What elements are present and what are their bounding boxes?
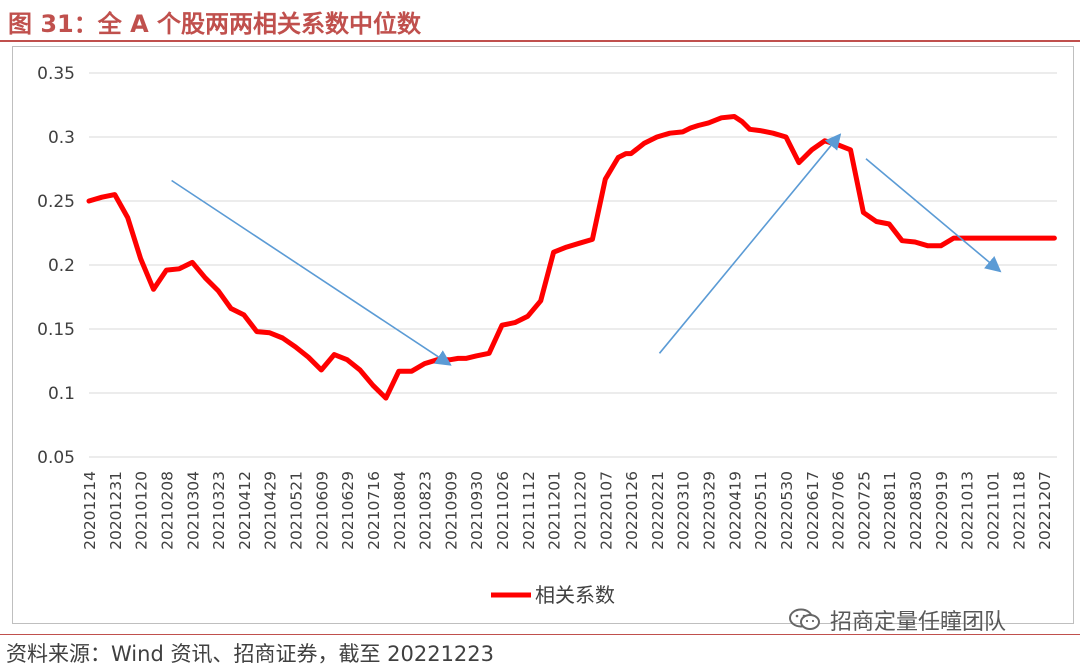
trend-arrow [171,179,452,366]
y-tick-label: 0.1 [48,384,75,404]
x-tick-label: 20210609 [313,471,331,550]
y-tick-label: 0.35 [37,64,75,84]
x-tick-label: 20210909 [442,471,460,550]
x-tick-label: 20210521 [288,471,306,550]
title-divider [0,40,1080,42]
x-tick-label: 20210429 [262,471,280,550]
source-divider [0,634,1080,635]
x-tick-label: 20220126 [623,471,641,550]
x-tick-label: 20210120 [133,471,151,550]
x-tick-label: 20220919 [933,471,951,550]
x-tick-label: 20210412 [236,471,254,550]
x-tick-label: 20210804 [391,471,409,550]
watermark-text: 招商定量任瞳团队 [830,610,1007,635]
x-tick-label: 20210930 [468,471,486,550]
trend-arrow [658,133,842,354]
x-tick-label: 20220329 [701,471,719,550]
figure-title: 图 31：全 A 个股两两相关系数中位数 [8,10,422,38]
wechat-icon [789,608,820,630]
x-tick-label: 20220830 [907,471,925,550]
x-tick-label: 20211112 [520,471,538,550]
x-tick-label: 20211026 [494,471,512,550]
x-tick-label: 20221118 [1010,471,1028,550]
x-tick-label: 20220725 [855,471,873,550]
x-tick-label: 20220811 [881,471,899,550]
line-chart: 0.05 0.1 0.15 0.2 0.25 0.3 0.35 20201214 202012… [37,64,1057,607]
x-tick-label: 20220107 [597,471,615,550]
y-tick-label: 0.2 [48,256,75,276]
watermark: 招商定量任瞳团队 [788,604,1006,636]
legend-label: 相关系数 [535,583,615,607]
x-tick-label: 20220530 [778,471,796,550]
x-tick-label: 20201214 [81,471,99,550]
x-tick-label: 20210323 [210,471,228,550]
y-tick-label: 0.05 [37,448,75,468]
x-tick-label: 20211201 [546,471,564,550]
x-tick-label: 20221101 [984,471,1002,550]
chart-frame: 0.05 0.1 0.15 0.2 0.25 0.3 0.35 20201214 202012… [12,46,1074,624]
series-line [86,114,1057,401]
x-tick-label: 20221013 [959,471,977,550]
x-tick-label: 20220419 [726,471,744,550]
x-tick-label: 20210716 [365,471,383,550]
x-tick-label: 20210208 [158,471,176,550]
x-tick-label: 20220706 [830,471,848,550]
x-tick-label: 20220617 [804,471,822,550]
x-tick-label: 20220221 [649,471,667,550]
x-tick-label: 20210823 [417,471,435,550]
x-tick-label: 20210629 [339,471,357,550]
x-tick-label: 20210304 [184,471,202,550]
y-tick-label: 0.3 [48,128,75,148]
x-tick-label: 20220310 [675,471,693,550]
y-tick-label: 0.25 [37,192,75,212]
y-tick-label: 0.15 [37,320,75,340]
x-tick-label: 20221207 [1036,471,1054,550]
trend-arrow [865,158,1002,273]
x-tick-label: 20201231 [107,471,125,550]
source-note: 资料来源：Wind 资讯、招商证券，截至 20221223 [6,642,495,666]
x-tick-label: 20220511 [752,471,770,550]
x-tick-label: 20211220 [571,471,589,550]
